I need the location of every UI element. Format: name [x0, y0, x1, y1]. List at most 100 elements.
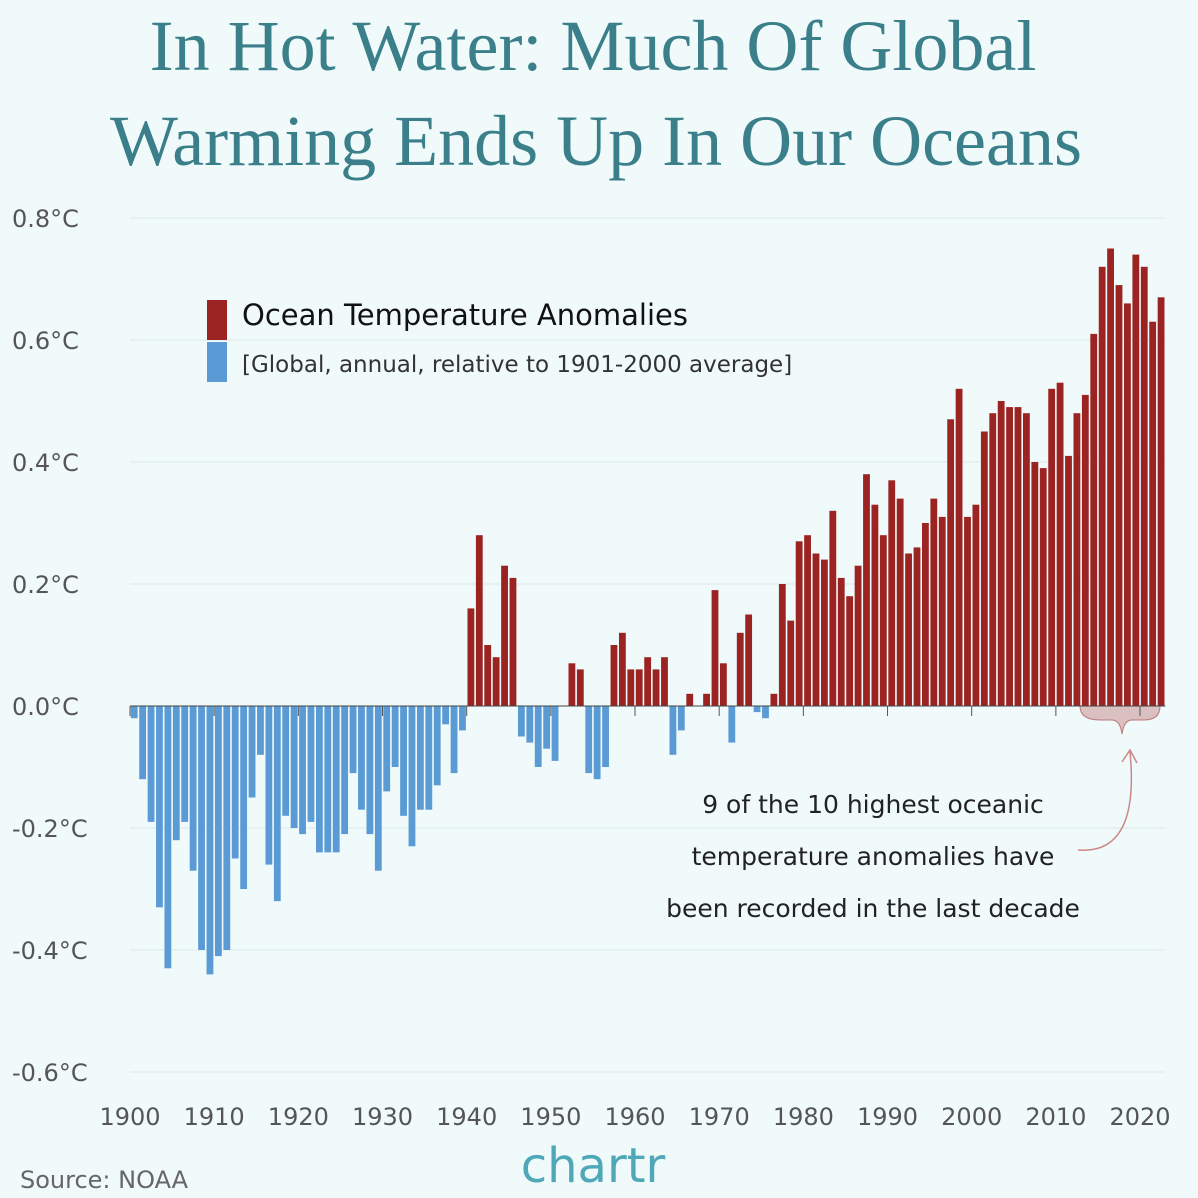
bar: [358, 706, 365, 810]
bar: [181, 706, 189, 822]
bar: [324, 706, 332, 853]
x-tick-label: 1940: [436, 1103, 497, 1131]
bar: [442, 706, 450, 725]
bar: [677, 706, 685, 731]
bar: [147, 706, 155, 822]
bar: [829, 510, 837, 706]
bar: [635, 669, 643, 706]
bar: [762, 706, 769, 719]
bar: [214, 706, 222, 957]
annotation: 9 of the 10 highest oceanic: [702, 790, 1044, 819]
bar: [703, 693, 710, 706]
legend-swatch: [207, 342, 227, 382]
bar: [863, 474, 870, 706]
x-tick-label: 1930: [352, 1103, 413, 1131]
bar: [1090, 333, 1098, 706]
bar: [349, 706, 357, 774]
bar: [408, 706, 416, 847]
bar: [416, 706, 424, 810]
x-tick-label: 1990: [857, 1103, 918, 1131]
bar: [879, 535, 887, 706]
bar: [955, 388, 963, 706]
brand: chartr: [521, 1138, 666, 1194]
bar: [282, 706, 290, 816]
bar: [467, 608, 475, 706]
y-tick-label: 0.6°C: [12, 327, 79, 355]
bar: [1023, 413, 1030, 706]
bar: [265, 706, 273, 865]
bar: [669, 706, 677, 755]
y-tick-label: 0.0°C: [12, 693, 79, 721]
y-tick-label: 0.8°C: [12, 205, 79, 233]
y-tick-label: 0.4°C: [12, 449, 79, 477]
x-tick-label: 1900: [99, 1103, 160, 1131]
bar: [198, 706, 205, 950]
bar: [172, 706, 180, 841]
bar: [913, 547, 921, 706]
bar: [543, 706, 551, 749]
bar: [1098, 266, 1106, 706]
arrow: [1077, 751, 1133, 851]
bar: [947, 419, 955, 706]
bar: [484, 645, 492, 706]
bar: [1107, 248, 1114, 706]
bar: [425, 706, 433, 810]
bar: [1065, 455, 1072, 706]
bar: [905, 553, 912, 706]
bar: [341, 706, 349, 835]
annotation: temperature anomalies have: [692, 842, 1055, 871]
bar: [509, 577, 517, 706]
bar: [1048, 388, 1056, 706]
bar: [719, 663, 727, 706]
chart-title: In Hot Water: Much Of Global: [150, 6, 1037, 86]
x-tick-label: 2020: [1110, 1103, 1171, 1131]
bar: [753, 706, 761, 713]
bar: [568, 663, 576, 706]
bar: [610, 645, 618, 706]
bar: [1115, 285, 1123, 706]
bar: [332, 706, 340, 853]
bar: [593, 706, 601, 780]
annotation: been recorded in the last decade: [666, 894, 1080, 923]
bar: [787, 620, 795, 706]
bar: [1149, 321, 1157, 706]
bar: [130, 706, 138, 719]
bar: [1132, 254, 1140, 706]
bar: [366, 706, 374, 835]
bar: [501, 565, 508, 706]
bar: [290, 706, 298, 828]
bar: [206, 706, 214, 975]
bar: [475, 535, 483, 706]
bar: [551, 706, 559, 761]
bar: [1014, 407, 1022, 706]
bar: [661, 657, 668, 706]
bar: [400, 706, 407, 816]
bar: [770, 693, 778, 706]
bar: [602, 706, 609, 767]
x-tick-label: 1920: [268, 1103, 329, 1131]
bar: [391, 706, 399, 767]
bar: [585, 706, 593, 774]
bar: [1056, 382, 1064, 706]
source: Source: NOAA: [20, 1166, 189, 1194]
legend-swatch: [207, 300, 227, 340]
bar: [1073, 413, 1081, 706]
bar: [248, 706, 256, 798]
bar: [997, 401, 1005, 706]
y-tick-label: -0.4°C: [12, 937, 88, 965]
bar: [517, 706, 525, 737]
bar: [989, 413, 997, 706]
bar: [837, 577, 845, 706]
x-tick-label: 1950: [520, 1103, 581, 1131]
bar: [871, 504, 879, 706]
x-tick-label: 1910: [184, 1103, 245, 1131]
arrow-head: [1121, 748, 1138, 764]
bar: [921, 523, 929, 706]
bar: [1140, 266, 1148, 706]
bar: [980, 431, 988, 706]
bar: [972, 504, 980, 706]
bar: [315, 706, 323, 853]
bar: [1124, 303, 1131, 706]
chart-title: Warming Ends Up In Our Oceans: [110, 101, 1082, 181]
